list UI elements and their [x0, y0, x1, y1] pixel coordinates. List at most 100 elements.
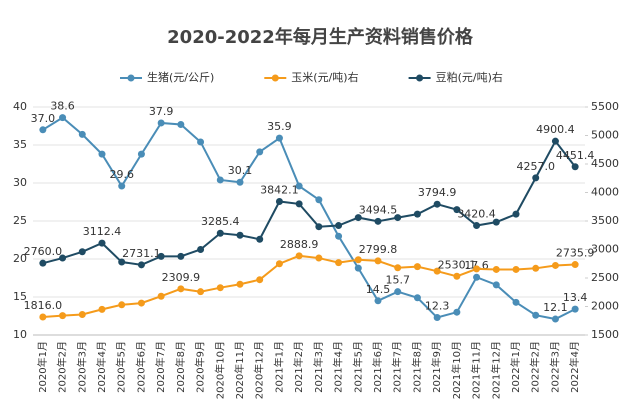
data-label: 15.7 — [385, 274, 410, 287]
data-point — [295, 200, 303, 208]
data-point — [216, 229, 224, 237]
data-label: 38.6 — [50, 100, 75, 113]
data-point — [236, 178, 244, 186]
data-point — [118, 258, 126, 266]
data-point — [236, 231, 244, 239]
x-tick-label: 2021年5月 — [351, 341, 364, 393]
data-point — [236, 280, 244, 288]
x-tick-label: 2020年1月 — [36, 341, 49, 393]
data-label: 2731.1 — [122, 247, 161, 260]
data-point — [512, 210, 520, 218]
data-point — [354, 214, 362, 222]
data-point — [374, 297, 382, 305]
data-point — [532, 264, 540, 272]
data-label: 30.1 — [228, 164, 253, 177]
data-label: 4900.4 — [536, 123, 575, 136]
x-tick-label: 2022年4月 — [568, 341, 581, 393]
data-point — [571, 305, 579, 313]
data-label: 2530.1 — [438, 258, 477, 271]
data-point — [394, 288, 402, 296]
data-point — [157, 119, 165, 127]
data-point — [492, 218, 500, 226]
data-point — [473, 222, 481, 230]
data-point — [157, 252, 165, 260]
data-point — [118, 182, 126, 190]
data-label: 3420.4 — [457, 208, 496, 221]
x-tick-label: 2020年12月 — [253, 341, 266, 399]
data-point — [492, 281, 500, 289]
x-tick-label: 2020年5月 — [115, 341, 128, 393]
data-point — [197, 138, 205, 146]
data-label: 35.9 — [267, 120, 292, 133]
x-tick-label: 2021年10月 — [450, 341, 463, 399]
y-tick-label: 35 — [13, 138, 27, 151]
data-point — [177, 285, 185, 293]
data-point — [275, 134, 283, 142]
data-point — [374, 217, 382, 225]
data-point — [78, 310, 86, 318]
data-point — [551, 315, 559, 323]
y2-tick-label: 4000 — [591, 186, 619, 199]
data-point — [551, 261, 559, 269]
legend-label: 生猪(元/公斤) — [147, 70, 214, 84]
data-point — [453, 206, 461, 214]
data-label: 2735.9 — [556, 247, 595, 260]
data-point — [275, 198, 283, 206]
data-point — [295, 182, 303, 190]
data-point — [413, 263, 421, 271]
data-point — [335, 232, 343, 240]
data-point — [137, 299, 145, 307]
x-tick-label: 2021年12月 — [489, 341, 502, 399]
y-tick-label: 30 — [13, 176, 27, 189]
data-point — [433, 314, 441, 322]
data-point — [512, 298, 520, 306]
data-point — [571, 261, 579, 269]
data-point — [295, 252, 303, 260]
x-tick-label: 2021年9月 — [430, 341, 443, 393]
data-point — [137, 150, 145, 158]
x-tick-label: 2021年6月 — [371, 341, 384, 393]
data-point — [433, 267, 441, 275]
x-tick-label: 2020年7月 — [154, 341, 167, 393]
legend-marker — [271, 74, 279, 82]
data-point — [118, 301, 126, 309]
data-label: 12.3 — [425, 300, 450, 313]
data-label: 3285.4 — [201, 215, 240, 228]
y2-tick-label: 3500 — [591, 214, 619, 227]
x-tick-label: 2021年11月 — [470, 341, 483, 399]
data-label: 29.6 — [109, 168, 134, 181]
x-tick-label: 2020年10月 — [213, 341, 226, 399]
data-point — [551, 137, 559, 145]
data-point — [315, 196, 323, 204]
data-point — [197, 246, 205, 253]
data-point — [315, 254, 323, 262]
data-label: 2888.9 — [280, 238, 319, 251]
data-point — [473, 265, 481, 273]
data-point — [216, 284, 224, 292]
data-point — [256, 148, 264, 156]
y-tick-label: 15 — [13, 290, 27, 303]
data-label: 37.0 — [31, 112, 56, 125]
data-point — [571, 163, 579, 171]
data-label: 2309.9 — [162, 271, 201, 284]
data-point — [39, 313, 47, 321]
x-tick-label: 2022年2月 — [529, 341, 542, 393]
data-point — [315, 223, 323, 231]
data-point — [453, 308, 461, 316]
x-tick-label: 2022年3月 — [548, 341, 561, 393]
data-label: 12.1 — [543, 301, 568, 314]
data-point — [413, 210, 421, 218]
data-point — [78, 248, 86, 256]
data-point — [354, 264, 362, 272]
series-line — [42, 139, 576, 266]
data-point — [59, 114, 67, 122]
x-tick-label: 2021年8月 — [410, 341, 423, 393]
y2-tick-label: 5000 — [591, 129, 619, 142]
y2-tick-label: 2500 — [591, 271, 619, 284]
legend-label: 豆粕(元/吨)右 — [436, 70, 503, 84]
x-tick-label: 2020年9月 — [194, 341, 207, 393]
data-label: 37.9 — [149, 105, 174, 118]
y2-tick-label: 1500 — [591, 328, 619, 341]
data-label: 3794.9 — [418, 186, 457, 199]
